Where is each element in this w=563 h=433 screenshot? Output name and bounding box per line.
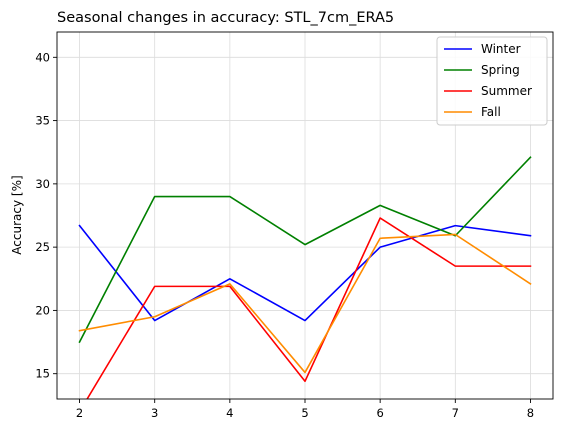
legend-label-spring: Spring [481,63,520,77]
x-tick-label: 6 [376,406,383,420]
x-tick-label: 7 [452,406,459,420]
y-tick-label: 40 [35,50,50,64]
y-axis: 15 20 25 30 35 40 [35,50,57,381]
series-line-summer [86,217,532,399]
series-line-winter [78,224,532,322]
x-tick-label: 3 [151,406,158,420]
y-tick-label: 20 [35,303,50,317]
series-layer [78,156,532,399]
series-line-fall [78,233,532,374]
x-tick-label: 2 [76,406,83,420]
legend-box [436,36,548,126]
series-line-spring [78,156,532,344]
x-tick-label: 5 [301,406,308,420]
y-axis-label: Accuracy [%] [10,175,24,254]
y-tick-label: 15 [35,367,50,381]
y-tick-label: 25 [35,240,50,254]
legend-label-fall: Fall [481,105,501,119]
y-tick-label: 35 [35,114,50,128]
x-tick-label: 4 [226,406,233,420]
legend-label-summer: Summer [481,84,532,98]
x-tick-label: 8 [527,406,534,420]
chart-title: Seasonal changes in accuracy: STL_7cm_ER… [57,10,394,26]
legend-label-winter: Winter [481,42,521,56]
x-axis: 2 3 4 5 6 7 8 [76,399,534,420]
y-tick-label: 30 [35,177,50,191]
legend: Winter Spring Summer Fall [436,36,548,126]
